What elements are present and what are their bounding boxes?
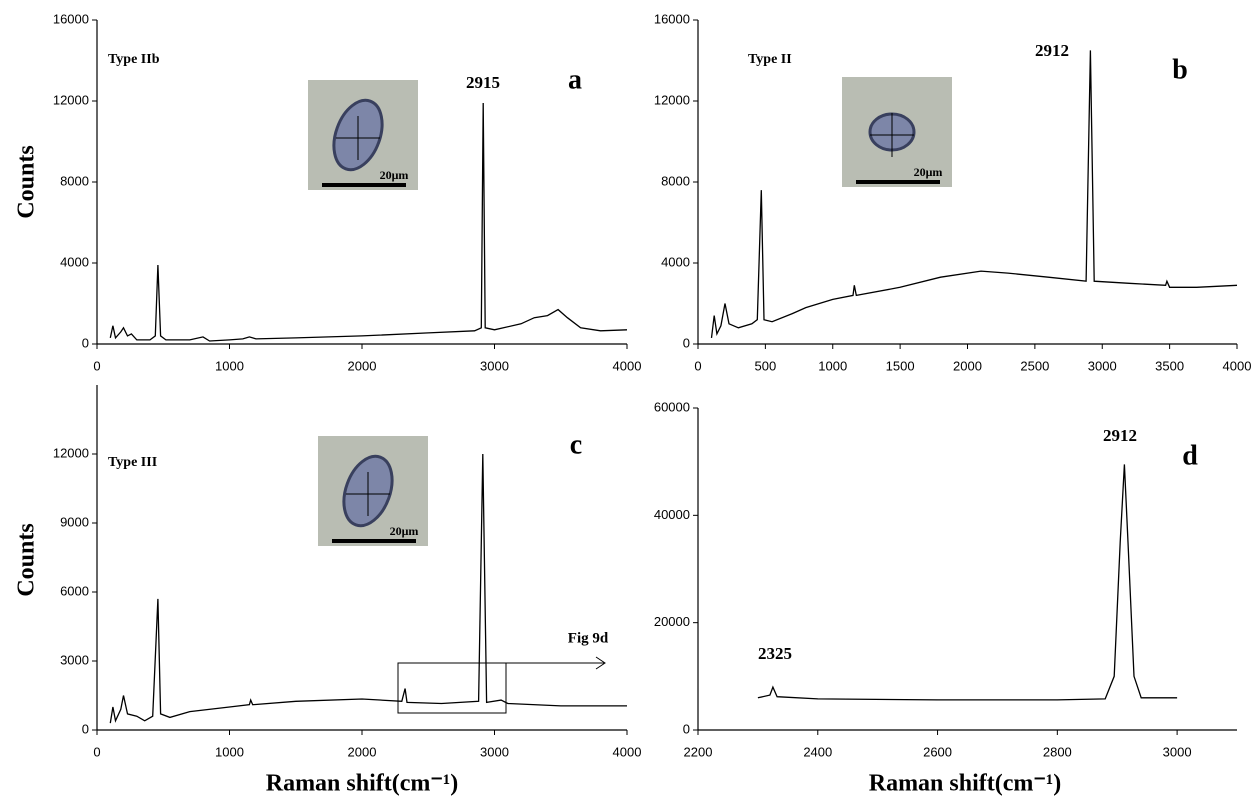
x-tick-label: 2200 bbox=[684, 744, 713, 759]
x-tick-label: 3500 bbox=[1155, 358, 1184, 373]
x-tick-label: 1500 bbox=[886, 358, 915, 373]
y-tick-label: 8000 bbox=[661, 173, 690, 188]
x-tick-label: 2400 bbox=[803, 744, 832, 759]
scale-bar bbox=[332, 539, 416, 543]
scale-bar bbox=[856, 180, 940, 184]
type-label: Type III bbox=[108, 455, 157, 470]
x-tick-label: 3000 bbox=[1163, 744, 1192, 759]
x-tick-label: 0 bbox=[694, 358, 701, 373]
x-tick-label: 4000 bbox=[613, 744, 642, 759]
peak-label: 2912 bbox=[1103, 426, 1137, 445]
type-label: Type II bbox=[748, 52, 792, 67]
panel-letter: d bbox=[1182, 440, 1198, 471]
x-tick-label: 500 bbox=[755, 358, 777, 373]
spectrum-line bbox=[109, 102, 628, 342]
scale-label: 20μm bbox=[390, 524, 419, 538]
spectrum-line bbox=[757, 464, 1178, 701]
x-tick-label: 2600 bbox=[923, 744, 952, 759]
x-tick-label: 3000 bbox=[1088, 358, 1117, 373]
spectrum-line bbox=[710, 50, 1238, 338]
y-tick-label: 16000 bbox=[53, 11, 89, 26]
scale-label: 20μm bbox=[380, 168, 409, 182]
panel-letter: a bbox=[568, 64, 582, 95]
x-tick-label: 3000 bbox=[480, 358, 509, 373]
y-tick-label: 12000 bbox=[53, 445, 89, 460]
scale-label: 20μm bbox=[914, 165, 943, 179]
type-label: Type IIb bbox=[108, 52, 160, 67]
x-tick-label: 2000 bbox=[953, 358, 982, 373]
y-tick-label: 3000 bbox=[60, 652, 89, 667]
x-tick-label: 2500 bbox=[1020, 358, 1049, 373]
y-tick-label: 60000 bbox=[654, 399, 690, 414]
y-tick-label: 0 bbox=[82, 721, 89, 736]
x-tick-label: 0 bbox=[93, 358, 100, 373]
y-tick-label: 4000 bbox=[661, 254, 690, 269]
x-tick-label: 0 bbox=[93, 744, 100, 759]
peak-label: 2912 bbox=[1035, 41, 1069, 60]
x-axis-title: Raman shift(cm⁻¹) bbox=[869, 771, 1062, 797]
x-tick-label: 1000 bbox=[215, 358, 244, 373]
x-tick-label: 2800 bbox=[1043, 744, 1072, 759]
peak-label: 2325 bbox=[758, 644, 792, 663]
x-tick-label: 2000 bbox=[348, 358, 377, 373]
x-tick-label: 4000 bbox=[1223, 358, 1252, 373]
scale-bar bbox=[322, 183, 406, 187]
y-tick-label: 40000 bbox=[654, 507, 690, 522]
y-tick-label: 0 bbox=[82, 335, 89, 350]
panel-letter: b bbox=[1172, 54, 1188, 85]
zoom-box bbox=[397, 662, 507, 714]
panel-letter: c bbox=[570, 429, 582, 460]
x-tick-label: 2000 bbox=[348, 744, 377, 759]
y-axis-title: Counts bbox=[14, 523, 40, 596]
peak-label: 2915 bbox=[466, 73, 500, 92]
y-tick-label: 20000 bbox=[654, 614, 690, 629]
y-tick-label: 8000 bbox=[60, 173, 89, 188]
arrow-head bbox=[595, 656, 606, 670]
x-tick-label: 4000 bbox=[613, 358, 642, 373]
callout-label: Fig 9d bbox=[568, 630, 609, 646]
y-tick-label: 4000 bbox=[60, 254, 89, 269]
x-tick-label: 1000 bbox=[818, 358, 847, 373]
y-tick-label: 12000 bbox=[654, 92, 690, 107]
x-tick-label: 3000 bbox=[480, 744, 509, 759]
y-tick-label: 0 bbox=[683, 335, 690, 350]
y-tick-label: 0 bbox=[683, 721, 690, 736]
x-axis-title: Raman shift(cm⁻¹) bbox=[266, 771, 459, 797]
y-tick-label: 16000 bbox=[654, 11, 690, 26]
y-tick-label: 12000 bbox=[53, 92, 89, 107]
y-axis-title: Counts bbox=[14, 145, 40, 218]
y-tick-label: 6000 bbox=[60, 583, 89, 598]
y-tick-label: 9000 bbox=[60, 514, 89, 529]
x-tick-label: 1000 bbox=[215, 744, 244, 759]
spectrum-line bbox=[109, 453, 627, 724]
